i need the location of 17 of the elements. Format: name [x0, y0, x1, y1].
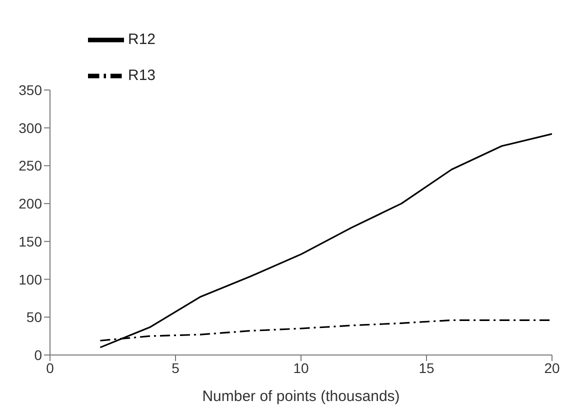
- x-tick-label: 10: [293, 360, 309, 376]
- y-tick-label: 50: [26, 309, 42, 326]
- legend-label: R13: [128, 66, 156, 84]
- x-tick-label: 0: [46, 360, 54, 376]
- y-tick-label: 250: [18, 158, 42, 174]
- y-tick-label: 300: [18, 120, 42, 136]
- y-tick-label: 200: [18, 196, 42, 212]
- y-tick-label: 0: [34, 346, 42, 363]
- y-tick-label: 150: [18, 233, 42, 250]
- legend-label: R12: [128, 30, 156, 48]
- x-tick-label: 15: [418, 360, 434, 376]
- y-tick-label: 350: [18, 82, 42, 98]
- x-tick-label: 5: [172, 360, 180, 376]
- x-axis-title: Number of points (thousands): [202, 388, 400, 405]
- line-series: [99, 133, 552, 348]
- y-tick-label: 100: [18, 271, 42, 288]
- x-tick-label: 20: [544, 360, 560, 376]
